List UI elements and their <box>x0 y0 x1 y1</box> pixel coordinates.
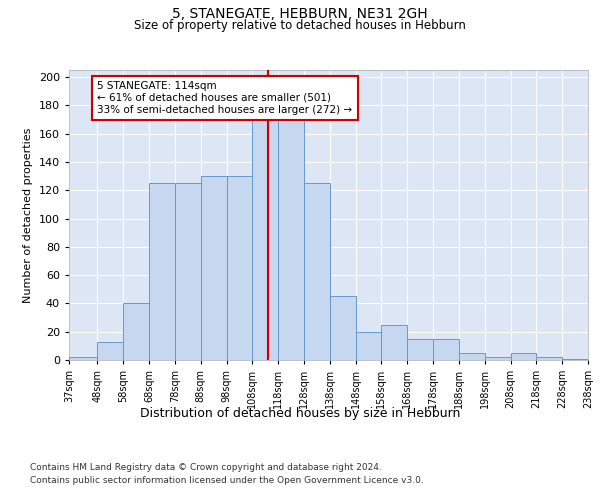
Bar <box>97 342 123 360</box>
Bar <box>485 357 511 360</box>
Text: 5, STANEGATE, HEBBURN, NE31 2GH: 5, STANEGATE, HEBBURN, NE31 2GH <box>172 8 428 22</box>
Bar <box>278 98 304 360</box>
Bar <box>330 296 356 360</box>
Bar <box>253 98 278 360</box>
Text: Contains HM Land Registry data © Crown copyright and database right 2024.: Contains HM Land Registry data © Crown c… <box>30 462 382 471</box>
Bar <box>562 358 588 360</box>
Bar <box>227 176 253 360</box>
Y-axis label: Number of detached properties: Number of detached properties <box>23 128 33 302</box>
Text: Distribution of detached houses by size in Hebburn: Distribution of detached houses by size … <box>140 408 460 420</box>
Bar <box>304 183 330 360</box>
Bar <box>123 304 149 360</box>
Bar <box>200 176 227 360</box>
Bar <box>433 339 459 360</box>
Bar <box>536 357 562 360</box>
Bar <box>459 353 485 360</box>
Bar <box>382 324 407 360</box>
Text: 5 STANEGATE: 114sqm
← 61% of detached houses are smaller (501)
33% of semi-detac: 5 STANEGATE: 114sqm ← 61% of detached ho… <box>97 82 353 114</box>
Bar <box>511 353 536 360</box>
Text: Size of property relative to detached houses in Hebburn: Size of property relative to detached ho… <box>134 19 466 32</box>
Bar <box>175 183 200 360</box>
Bar <box>149 183 175 360</box>
Text: Contains public sector information licensed under the Open Government Licence v3: Contains public sector information licen… <box>30 476 424 485</box>
Bar <box>69 357 97 360</box>
Bar <box>356 332 382 360</box>
Bar <box>407 339 433 360</box>
